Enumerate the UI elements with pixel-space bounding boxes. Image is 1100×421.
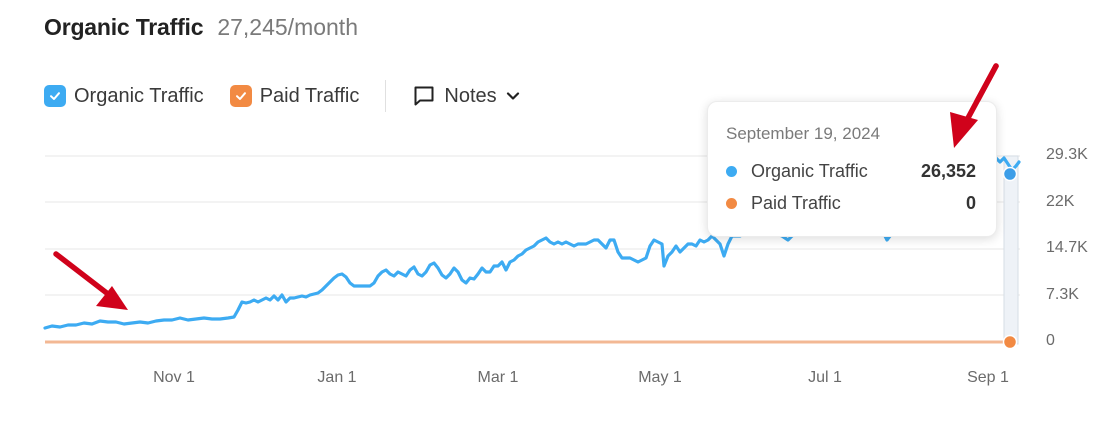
tooltip-row-organic: Organic Traffic 26,352 [726, 161, 976, 182]
legend-toggle-organic-traffic[interactable]: Organic Traffic [44, 85, 204, 108]
legend-divider [385, 80, 387, 112]
organic-hover-point [1002, 166, 1018, 182]
tooltip-value: 0 [965, 193, 976, 213]
chevron-down-icon [506, 92, 519, 100]
x-tick-label: Jul 1 [808, 369, 842, 386]
tooltip-label: Organic Traffic [751, 161, 868, 181]
x-tick-label: Nov 1 [153, 369, 195, 386]
comment-icon [414, 86, 434, 106]
legend-label: Paid Traffic [259, 84, 360, 107]
y-tick-label: 29.3K [1046, 146, 1088, 163]
notes-label: Notes [444, 84, 497, 107]
x-tick-label: Sep 1 [967, 369, 1009, 386]
hover-column [1003, 155, 1019, 345]
checkbox-checked-icon[interactable] [229, 85, 252, 107]
paid-hover-point [1002, 334, 1018, 350]
chart-header: Organic Traffic 27,245/month [44, 14, 358, 41]
notes-dropdown[interactable]: Notes [412, 84, 520, 108]
chart-tooltip: September 19, 2024 Organic Traffic 26,35… [707, 101, 997, 237]
x-tick-label: May 1 [638, 369, 682, 386]
legend-label: Organic Traffic [74, 84, 204, 107]
tooltip-row-paid: Paid Traffic 0 [726, 193, 976, 214]
tooltip-value: 26,352 [920, 161, 976, 181]
tooltip-label: Paid Traffic [751, 193, 841, 213]
y-tick-label: 22K [1046, 193, 1075, 210]
tooltip-date: September 19, 2024 [726, 124, 881, 143]
y-tick-label: 0 [1046, 332, 1055, 349]
checkbox-checked-icon[interactable] [44, 85, 66, 107]
paid-dot-icon [726, 198, 737, 209]
monthly-traffic-value: 27,245/month [217, 14, 358, 40]
annotation-arrow-left [53, 251, 128, 310]
legend: Organic Traffic Paid Traffic Notes [44, 80, 521, 112]
organic-dot-icon [726, 166, 737, 177]
legend-toggle-paid-traffic[interactable]: Paid Traffic [229, 84, 360, 108]
organic-traffic-line [43, 234, 742, 330]
chart-title: Organic Traffic [44, 14, 204, 40]
y-tick-label: 7.3K [1046, 286, 1079, 303]
y-tick-label: 14.7K [1046, 239, 1088, 256]
x-tick-label: Mar 1 [477, 369, 519, 386]
organic-traffic-line-segment [994, 156, 1021, 172]
x-tick-label: Jan 1 [317, 369, 357, 386]
